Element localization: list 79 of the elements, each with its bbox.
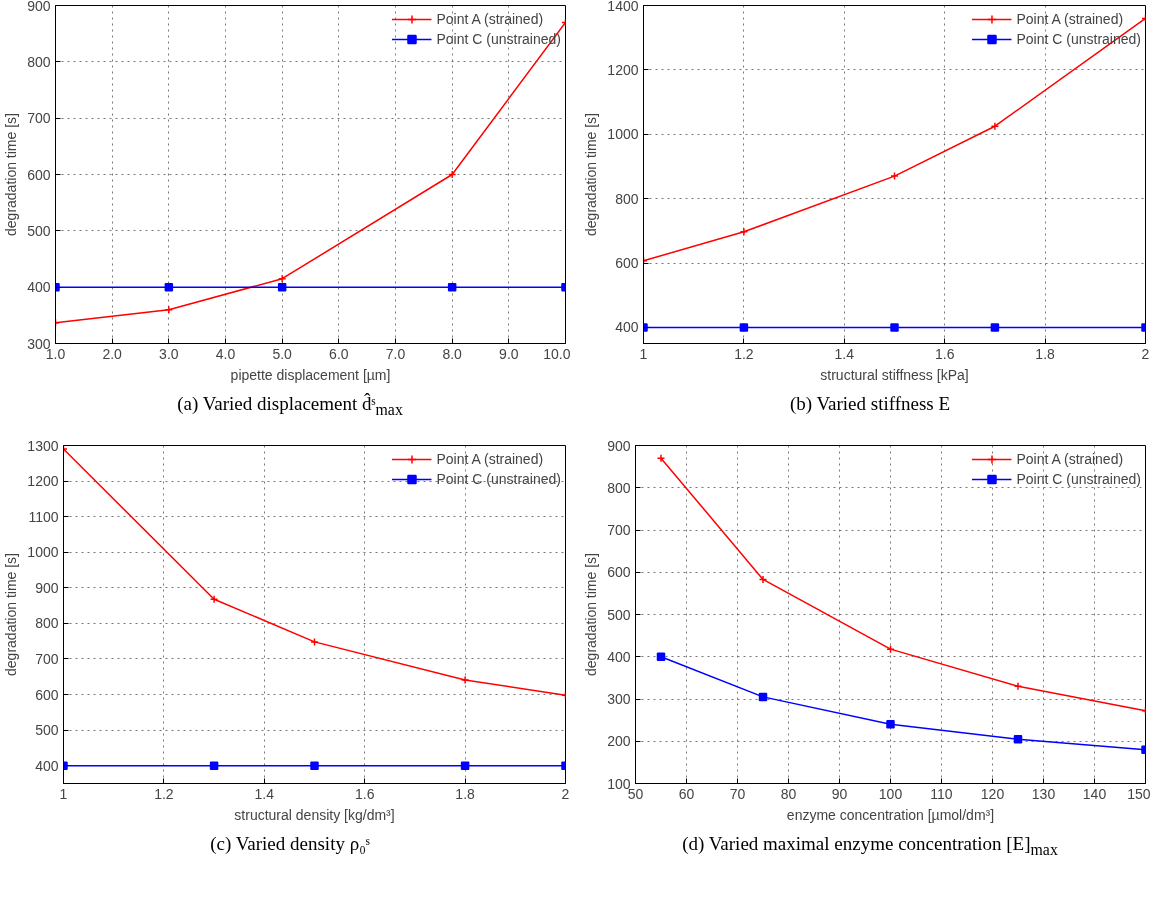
x-tick-label: 1 [639, 345, 648, 362]
text: (b) Varied stiffness E [789, 392, 951, 416]
y-tick-label: 400 [27, 279, 51, 296]
x-axis-title: structural stiffness [kPa] [820, 366, 969, 383]
y-tick-label: 200 [607, 733, 631, 750]
legend-label: Point A (strained) [436, 451, 544, 467]
y-tick-label: 800 [615, 190, 639, 207]
x-tick-label: 4.0 [215, 345, 236, 362]
y-tick-label: 500 [27, 222, 51, 239]
legend-label: Point A (strained) [1016, 11, 1124, 27]
x-tick-label: 120 [980, 785, 1005, 802]
y-tick-label: 500 [35, 722, 59, 739]
y-axis-title: degradation time [s] [583, 553, 600, 676]
text: (c) Varied density ρ₀ˢ [210, 832, 370, 856]
x-tick-label: 1.2 [734, 345, 754, 362]
x-tick-label: 150 [1127, 785, 1151, 802]
y-tick-label: 600 [607, 564, 631, 581]
legend-label: Point C (unstrained) [1016, 471, 1141, 487]
x-tick-label: 110 [930, 785, 953, 802]
y-tick-label: 1100 [28, 508, 59, 525]
y-tick-label: 800 [27, 53, 51, 70]
x-tick-label: 3.0 [159, 345, 179, 362]
y-tick-label: 800 [35, 615, 59, 632]
x-tick-label: 2.0 [102, 345, 123, 362]
y-tick-label: 1000 [27, 544, 59, 561]
x-tick-label: 130 [1031, 785, 1056, 802]
x-tick-label: 1.8 [1035, 345, 1056, 362]
y-tick-label: 600 [615, 255, 639, 272]
x-tick-label: 1.8 [455, 785, 476, 802]
x-tick-label: 1.4 [254, 785, 275, 802]
x-tick-label: 140 [1082, 785, 1107, 802]
x-axis-title: structural density [kg/dm³] [234, 806, 395, 823]
x-tick-label: 9.0 [499, 345, 519, 362]
x-tick-label: 70 [729, 785, 746, 802]
x-tick-label: 8.0 [442, 345, 463, 362]
x-tick-label: 10.0 [543, 345, 571, 362]
y-tick-label: 600 [35, 686, 59, 703]
y-tick-label: 700 [27, 110, 51, 127]
y-tick-label: 400 [607, 648, 631, 665]
y-axis-title: degradation time [s] [3, 113, 20, 236]
x-tick-label: 6.0 [329, 345, 349, 362]
text: (d) Varied maximal enzyme concentration [E]$_{max}$ [682, 832, 1058, 860]
x-tick-label: 7.0 [385, 345, 406, 362]
y-tick-label: 900 [35, 579, 59, 596]
y-tick-label: 700 [607, 522, 631, 538]
x-tick-label: 1.6 [934, 345, 955, 362]
x-tick-label: 80 [780, 785, 797, 802]
y-tick-label: 300 [607, 691, 631, 707]
x-axis-title: pipette displacement [µm] [230, 366, 391, 383]
x-axis-title: enzyme concentration [µmol/dm³] [786, 806, 995, 823]
y-tick-label: 400 [615, 319, 639, 336]
y-axis-title: degradation time [s] [3, 553, 20, 676]
x-tick-label: 1.4 [834, 345, 855, 362]
y-tick-label: 1000 [607, 126, 639, 143]
y-tick-label: 900 [27, 0, 51, 14]
x-tick-label: 5.0 [272, 345, 293, 362]
x-tick-label: 90 [831, 785, 848, 802]
y-tick-label: 900 [607, 437, 631, 454]
y-tick-label: 800 [607, 479, 631, 496]
y-tick-label: 400 [35, 757, 59, 774]
legend-label: Point C (unstrained) [436, 471, 561, 487]
x-tick-label: 1 [59, 785, 68, 802]
x-tick-label: 1.2 [154, 785, 174, 802]
x-tick-label: 2 [1141, 345, 1150, 362]
y-tick-label: 1200 [27, 473, 59, 490]
legend-label: Point A (strained) [436, 11, 544, 27]
y-tick-label: 1400 [607, 0, 639, 14]
y-tick-label: 600 [27, 166, 51, 183]
x-tick-label: 1.6 [354, 785, 375, 802]
y-tick-label: 700 [35, 650, 59, 667]
x-tick-label: 60 [678, 785, 695, 802]
y-axis-title: degradation time [s] [583, 113, 600, 236]
x-tick-label: 2 [561, 785, 570, 802]
y-tick-label: 500 [607, 606, 631, 623]
x-tick-label: 100 [878, 785, 903, 802]
text: (a) Varied displacement d̂ˢ$_{max}$ [177, 392, 403, 420]
y-tick-label: 1200 [607, 61, 639, 78]
y-tick-label: 1300 [27, 437, 59, 454]
legend-label: Point A (strained) [1016, 451, 1124, 467]
